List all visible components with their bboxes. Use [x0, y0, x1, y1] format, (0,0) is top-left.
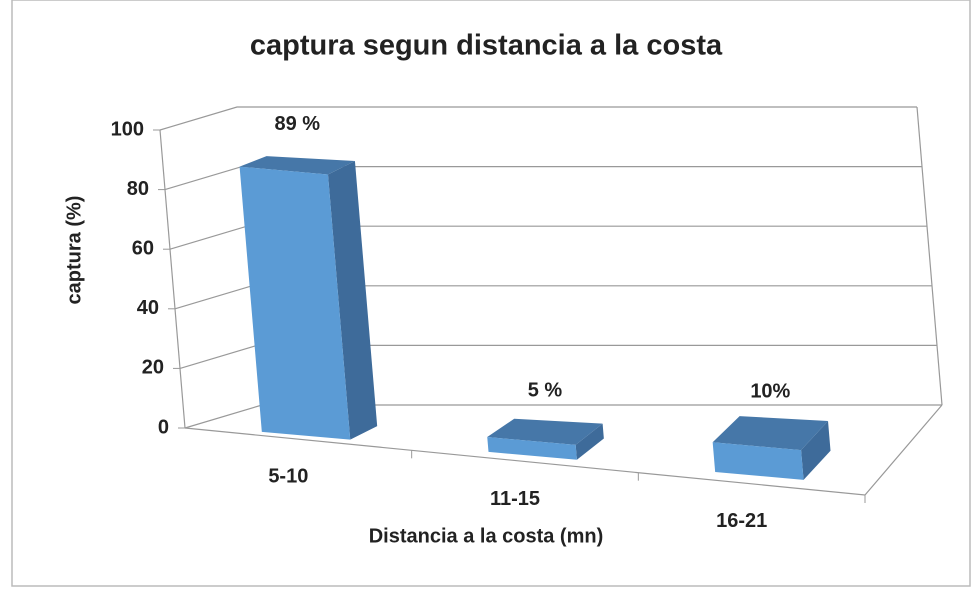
y-tick-label: 40 — [137, 297, 159, 319]
x-tick-label: 5-10 — [268, 465, 308, 487]
data-label: 89 % — [274, 113, 320, 135]
bar-top — [712, 416, 829, 451]
y-tick-label: 80 — [127, 178, 149, 200]
bar-side — [801, 420, 831, 480]
chart-frame — [11, 0, 971, 587]
y-tick-label: 100 — [111, 118, 144, 140]
bar-top — [239, 156, 355, 175]
data-label: 5 % — [528, 379, 563, 401]
y-tick-label: 0 — [158, 416, 169, 438]
back-right-edge — [916, 106, 943, 406]
bar — [239, 166, 351, 440]
x-axis-title: Distancia a la costa (mn) — [369, 525, 604, 547]
x-tick-label: 11-15 — [490, 488, 540, 510]
chart-title: captura segun distancia a la costa — [250, 30, 723, 62]
bar-top — [487, 418, 603, 445]
y-axis-title: captura (%) — [63, 196, 85, 305]
grid-line — [159, 106, 917, 131]
y-axis — [159, 129, 186, 429]
bar-side — [327, 160, 378, 440]
data-label: 10% — [750, 381, 790, 403]
bar — [487, 437, 577, 460]
x-tick-label: 16-21 — [716, 510, 767, 532]
y-tick-label: 60 — [132, 237, 154, 259]
bar-side — [575, 423, 604, 460]
bar — [712, 442, 804, 480]
y-tick-label: 20 — [142, 357, 164, 379]
